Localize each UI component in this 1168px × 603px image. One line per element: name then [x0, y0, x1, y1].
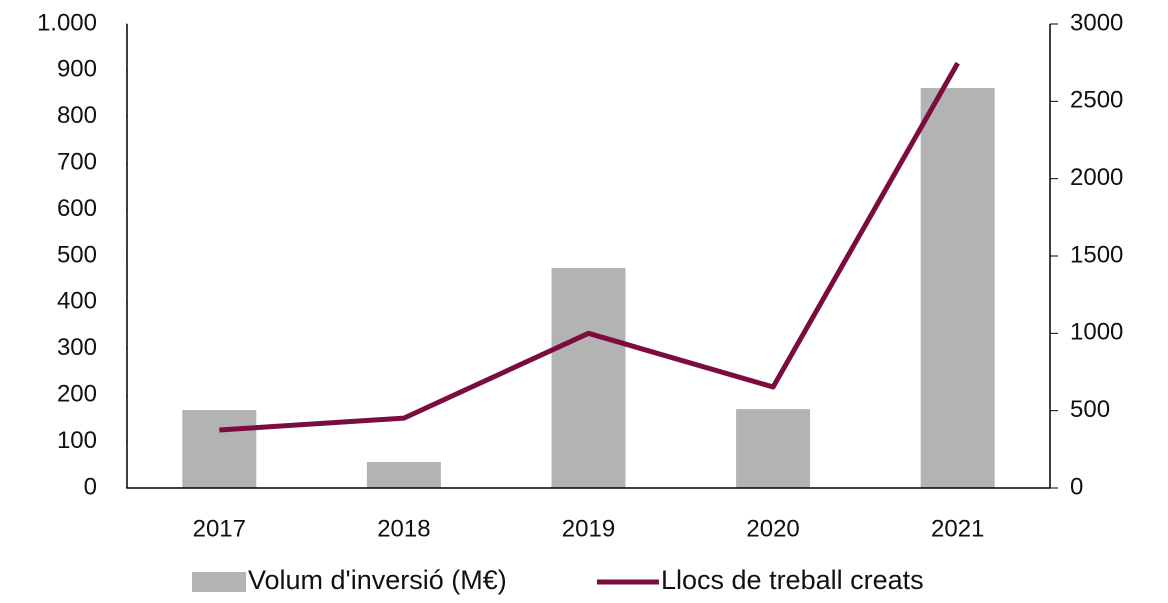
y2-tick-label: 1000	[1070, 319, 1123, 346]
y-tick-label: 0	[84, 473, 97, 500]
y-tick-label: 800	[57, 102, 97, 129]
x-tick-label: 2018	[377, 515, 430, 542]
bar	[551, 268, 626, 488]
y2-tick-label: 0	[1070, 473, 1083, 500]
y2-tick-label: 500	[1070, 396, 1110, 423]
y-tick-label: 900	[57, 56, 97, 83]
y-tick-label: 500	[57, 241, 97, 268]
bar	[366, 462, 441, 488]
bar	[736, 409, 811, 488]
y-tick-label: 600	[57, 195, 97, 222]
x-tick-label: 2020	[746, 515, 799, 542]
y2-tick-label: 2500	[1070, 87, 1123, 114]
y2-tick-label: 3000	[1070, 9, 1123, 36]
legend-label: Llocs de treball creats	[661, 565, 924, 595]
y2-tick-label: 2000	[1070, 164, 1123, 191]
legend-swatch	[192, 572, 246, 592]
bar	[920, 88, 995, 489]
y-tick-label: 700	[57, 149, 97, 176]
x-tick-label: 2021	[931, 515, 984, 542]
y2-tick-label: 1500	[1070, 241, 1123, 268]
y-tick-label: 1.000	[37, 9, 97, 36]
y-tick-label: 100	[57, 427, 97, 454]
x-tick-label: 2017	[193, 515, 246, 542]
line	[219, 61, 960, 433]
y-tick-label: 300	[57, 334, 97, 361]
y-tick-label: 200	[57, 381, 97, 408]
bar	[182, 410, 257, 488]
y-tick-label: 400	[57, 288, 97, 315]
x-tick-label: 2019	[562, 515, 615, 542]
legend-label: Volum d'inversió (M€)	[248, 565, 507, 595]
